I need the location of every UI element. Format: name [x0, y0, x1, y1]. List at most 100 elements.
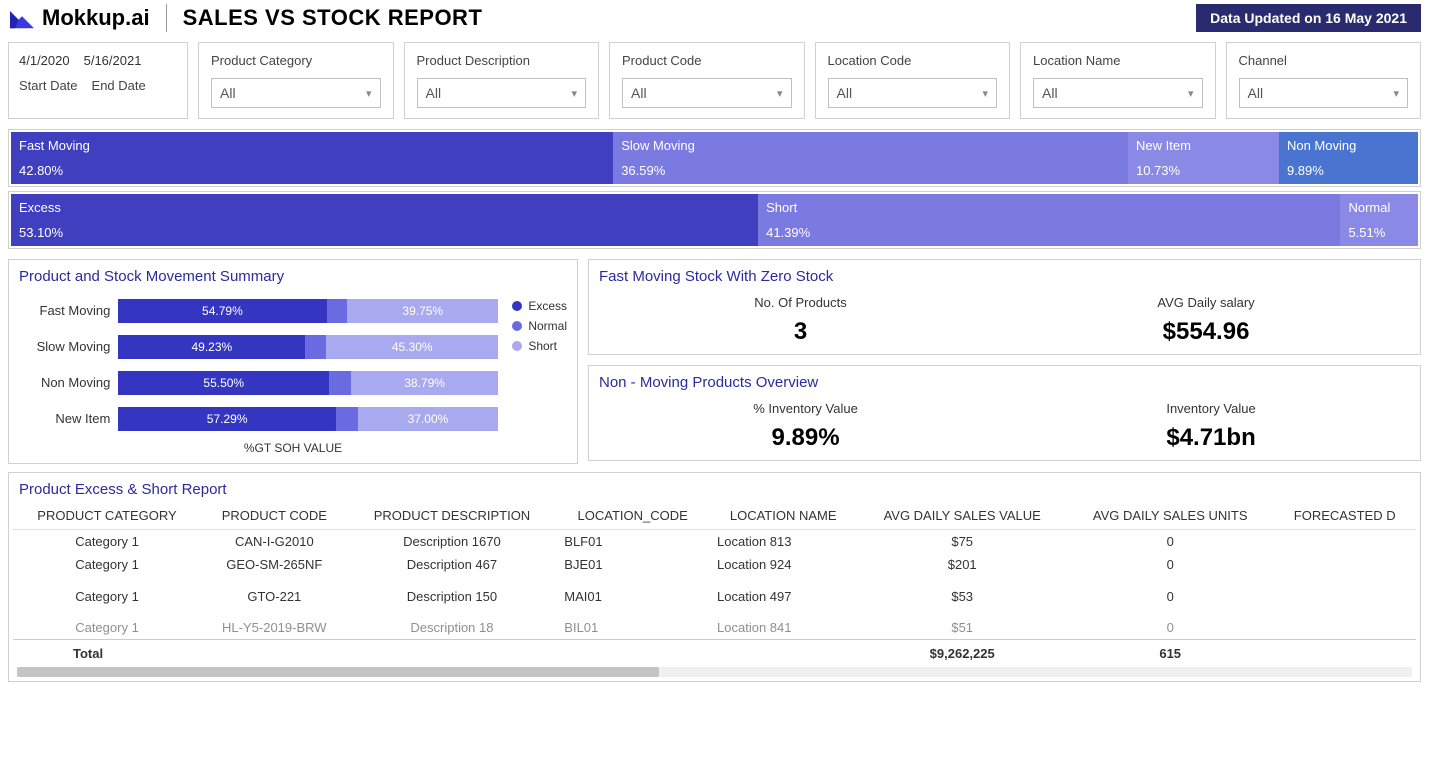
segment-normal[interactable]: Normal5.51%	[1340, 194, 1418, 246]
hbar-row[interactable]: 55.50%38.79%	[118, 371, 498, 395]
segment-label: Slow Moving	[621, 138, 1120, 153]
filter-value: All	[426, 85, 442, 101]
segment-label: Fast Moving	[19, 138, 605, 153]
kpi-inv-val: Inventory Value $4.71bn	[1166, 401, 1255, 452]
chevron-down-icon: ▾	[777, 87, 783, 100]
page-title: SALES VS STOCK REPORT	[183, 5, 483, 31]
total-cell	[556, 640, 709, 666]
hbar-row[interactable]: 57.29%37.00%	[118, 407, 498, 431]
hbar-row[interactable]: 54.79%39.75%	[118, 299, 498, 323]
table-cell: Description 467	[348, 553, 557, 576]
summary-chart-panel: Product and Stock Movement Summary Fast …	[8, 259, 578, 464]
header-left: Mokkup.ai SALES VS STOCK REPORT	[8, 4, 482, 32]
hbar-segment	[327, 299, 348, 323]
segment-value: 10.73%	[1136, 163, 1271, 178]
summary-chart-xaxis: %GT SOH VALUE	[19, 441, 567, 455]
hbar-row[interactable]: 49.23%45.30%	[118, 335, 498, 359]
table-cell: Category 1	[13, 530, 201, 554]
column-header[interactable]: AVG DAILY SALES UNITS	[1067, 502, 1273, 530]
report-table-panel: Product Excess & Short Report PRODUCT CA…	[8, 472, 1421, 682]
kpi-inv-pct-value: 9.89%	[753, 424, 858, 452]
report-table-title: Product Excess & Short Report	[13, 479, 1416, 502]
segment-fast-moving[interactable]: Fast Moving 42.80%	[11, 132, 613, 184]
table-row[interactable]: Category 1CAN-I-G2010Description 1670BLF…	[13, 530, 1416, 554]
brand-logo-icon	[8, 6, 36, 30]
table-cell	[1273, 576, 1416, 616]
kpi-no-products: No. Of Products 3	[754, 295, 846, 346]
hbar-segment: 49.23%	[118, 335, 305, 359]
column-header[interactable]: LOCATION_CODE	[556, 502, 709, 530]
hbar-category-label: Slow Moving	[19, 335, 110, 359]
kpi-no-products-label: No. Of Products	[754, 295, 846, 310]
column-header[interactable]: AVG DAILY SALES VALUE	[857, 502, 1067, 530]
movement-segmented-bar: Fast Moving42.80%Slow Moving36.59%New It…	[8, 129, 1421, 187]
filter-select[interactable]: All▾	[1239, 78, 1409, 108]
total-cell: $9,262,225	[857, 640, 1067, 666]
column-header[interactable]: PRODUCT CATEGORY	[13, 502, 201, 530]
filter-select[interactable]: All▾	[211, 78, 381, 108]
segment-label: New Item	[1136, 138, 1271, 153]
table-cell: Location 813	[709, 530, 857, 554]
table-row[interactable]: Category 1GTO-221Description 150MAI01Loc…	[13, 576, 1416, 616]
table-cell: $201	[857, 553, 1067, 576]
column-header[interactable]: PRODUCT DESCRIPTION	[348, 502, 557, 530]
column-header[interactable]: PRODUCT CODE	[201, 502, 348, 530]
legend-item[interactable]: Normal	[512, 319, 567, 333]
filters-row: 4/1/2020 5/16/2021 Start Date End Date P…	[0, 34, 1429, 125]
end-date-label: End Date	[92, 78, 146, 93]
segment-short[interactable]: Short41.39%	[758, 194, 1340, 246]
segment-slow-moving[interactable]: Slow Moving36.59%	[613, 132, 1128, 184]
legend-item[interactable]: Excess	[512, 299, 567, 313]
segment-excess[interactable]: Excess53.10%	[11, 194, 758, 246]
kpi-no-products-value: 3	[754, 318, 846, 346]
non-moving-title: Non - Moving Products Overview	[599, 374, 1410, 391]
horizontal-scrollbar[interactable]	[17, 667, 1412, 677]
filter-select[interactable]: All▾	[828, 78, 998, 108]
table-cell: Location 924	[709, 553, 857, 576]
data-updated-badge: Data Updated on 16 May 2021	[1196, 4, 1421, 32]
hbar-segment	[329, 371, 351, 395]
table-row[interactable]: Category 1GEO-SM-265NFDescription 467BJE…	[13, 553, 1416, 576]
filter-label: Location Name	[1033, 53, 1203, 68]
fast-zero-title: Fast Moving Stock With Zero Stock	[599, 268, 1410, 285]
filter-select[interactable]: All▾	[1033, 78, 1203, 108]
report-table[interactable]: PRODUCT CATEGORYPRODUCT CODEPRODUCT DESC…	[13, 502, 1416, 665]
filter-value: All	[837, 85, 853, 101]
column-header[interactable]: FORECASTED D	[1273, 502, 1416, 530]
segment-label: Excess	[19, 200, 750, 215]
column-header[interactable]: LOCATION NAME	[709, 502, 857, 530]
segment-new-item[interactable]: New Item 10.73%	[1128, 132, 1279, 184]
filter-label: Product Description	[417, 53, 587, 68]
scrollbar-thumb[interactable]	[17, 667, 659, 677]
filter-location-name: Location Name All▾	[1020, 42, 1216, 119]
kpi-avg-salary-label: AVG Daily salary	[1157, 295, 1254, 310]
total-cell: Total	[13, 640, 201, 666]
stock-segmented-bar: Excess53.10%Short41.39%Normal5.51%	[8, 191, 1421, 249]
table-cell: 0	[1067, 530, 1273, 554]
legend-dot-icon	[512, 321, 522, 331]
kpi-inv-pct: % Inventory Value 9.89%	[753, 401, 858, 452]
filter-select[interactable]: All ▾	[417, 78, 587, 108]
segment-value: 9.89%	[1287, 163, 1410, 178]
segment-non-moving[interactable]: Non Moving9.89%	[1279, 132, 1418, 184]
legend-item[interactable]: Short	[512, 339, 567, 353]
table-cell: Category 1	[13, 616, 201, 640]
fast-zero-panel: Fast Moving Stock With Zero Stock No. Of…	[588, 259, 1421, 355]
date-range-filter[interactable]: 4/1/2020 5/16/2021 Start Date End Date	[8, 42, 188, 119]
table-cell: HL-Y5-2019-BRW	[201, 616, 348, 640]
table-cell: Description 150	[348, 576, 557, 616]
hbar-category-label: Fast Moving	[19, 299, 110, 323]
chevron-down-icon: ▾	[571, 87, 577, 100]
legend-dot-icon	[512, 341, 522, 351]
table-cell: Category 1	[13, 553, 201, 576]
filter-select[interactable]: All▾	[622, 78, 792, 108]
table-row[interactable]: Category 1HL-Y5-2019-BRWDescription 18BI…	[13, 616, 1416, 640]
hbar-segment: 39.75%	[347, 299, 498, 323]
summary-chart-title: Product and Stock Movement Summary	[19, 268, 567, 285]
hbar-segment: 55.50%	[118, 371, 329, 395]
filter-label: Product Code	[622, 53, 792, 68]
header: Mokkup.ai SALES VS STOCK REPORT Data Upd…	[0, 0, 1429, 34]
segment-value: 42.80%	[19, 163, 605, 178]
total-cell	[348, 640, 557, 666]
table-cell: $53	[857, 576, 1067, 616]
